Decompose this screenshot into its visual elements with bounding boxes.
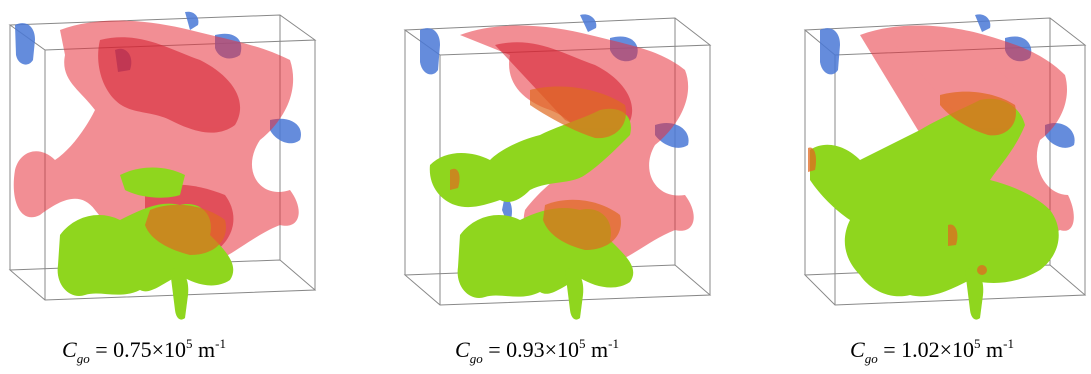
caption-times: ×10	[151, 337, 187, 362]
caption-unit: m	[591, 337, 609, 362]
caption-2: Cgo = 0.93×105 m-1	[455, 336, 715, 367]
caption-operator: =	[95, 337, 108, 362]
caption-mantissa: 1.02	[901, 337, 940, 362]
caption-exponent: 5	[579, 336, 586, 351]
caption-exponent: 5	[186, 336, 193, 351]
caption-unit: m	[198, 337, 216, 362]
caption-mantissa: 0.93	[506, 337, 545, 362]
panel-3: Cgo = 1.02×105 m-1	[800, 0, 1091, 374]
isosurface-render-3	[803, 14, 1087, 320]
panel-1: Cgo = 0.75×105 m-1	[0, 0, 363, 374]
caption-symbol: C	[62, 337, 77, 362]
caption-mantissa: 0.75	[113, 337, 152, 362]
caption-times: ×10	[939, 337, 975, 362]
caption-unit-exponent: -1	[215, 336, 226, 351]
caption-unit-exponent: -1	[1003, 336, 1014, 351]
caption-subscript: go	[469, 351, 483, 366]
caption-3: Cgo = 1.02×105 m-1	[850, 336, 1091, 367]
panel-2: Cgo = 0.93×105 m-1	[400, 0, 763, 374]
caption-unit-exponent: -1	[608, 336, 619, 351]
caption-subscript: go	[76, 351, 90, 366]
caption-1: Cgo = 0.75×105 m-1	[62, 336, 322, 367]
caption-unit: m	[986, 337, 1004, 362]
caption-operator: =	[883, 337, 896, 362]
caption-subscript: go	[864, 351, 878, 366]
isosurface-render-1	[8, 11, 317, 320]
caption-symbol: C	[850, 337, 865, 362]
isosurface-render-2	[403, 14, 712, 320]
caption-times: ×10	[544, 337, 580, 362]
caption-exponent: 5	[974, 336, 981, 351]
caption-operator: =	[488, 337, 501, 362]
caption-symbol: C	[455, 337, 470, 362]
